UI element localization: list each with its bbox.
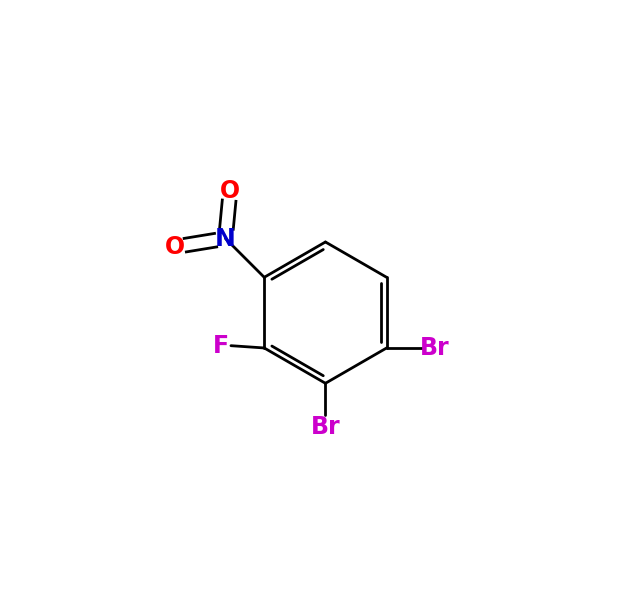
Text: O: O <box>165 235 185 259</box>
Text: Br: Br <box>311 414 340 439</box>
Text: F: F <box>213 334 229 358</box>
Text: N: N <box>215 227 236 250</box>
Text: O: O <box>220 179 240 202</box>
Text: Br: Br <box>420 336 450 360</box>
